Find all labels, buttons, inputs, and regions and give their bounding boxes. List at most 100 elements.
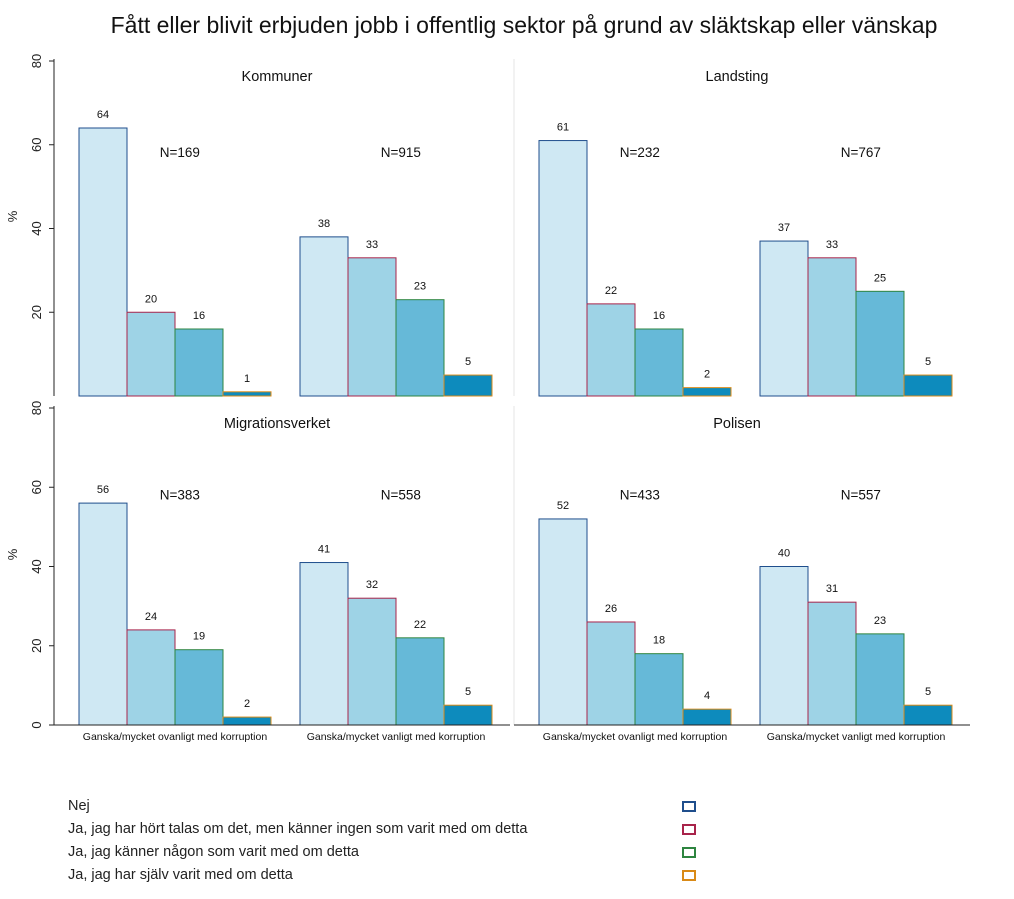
legend-label: Ja, jag känner någon som varit med om de… (68, 844, 359, 860)
bar (78, 127, 128, 397)
data-label: 61 (557, 122, 569, 134)
data-label: 4 (704, 690, 710, 702)
panel-kommuner: % 20 40 60 80 Kommuner 64 20 16 1 N=169 38 33 23 5 N=91… (5, 54, 493, 397)
legend-swatch (682, 801, 696, 812)
bar (126, 311, 176, 397)
y-tick-label: 60 (29, 480, 44, 494)
panel-polisen: Polisen 52 26 18 4 N=433 Ganska/mycket ovanlig… (513, 406, 970, 743)
legend-label: Ja, jag har hört talas om det, men känne… (68, 821, 528, 837)
n-label: N=232 (620, 145, 660, 160)
bar (903, 704, 953, 726)
x-tick-label: Ganska/mycket ovanligt med korruption (543, 731, 728, 743)
data-label: 24 (145, 611, 157, 623)
bar (347, 597, 397, 726)
data-label: 31 (826, 583, 838, 595)
n-label: N=557 (841, 487, 881, 502)
bar (855, 633, 905, 726)
data-label: 23 (414, 281, 426, 293)
bar (222, 716, 272, 726)
data-label: 2 (704, 369, 710, 381)
bar (538, 518, 588, 726)
data-label: 56 (97, 484, 109, 496)
data-label: 26 (605, 603, 617, 615)
y-axis-label: % (5, 548, 20, 560)
data-label: 2 (244, 698, 250, 710)
panel-title: Landsting (706, 69, 769, 85)
data-label: 19 (193, 631, 205, 643)
data-label: 22 (605, 285, 617, 297)
panel-migrationsverket: % 0 20 40 60 80 Migrationsverket 56 24 19 2 N=383 Ga… (5, 401, 510, 743)
y-tick-label: 20 (29, 639, 44, 653)
data-label: 37 (778, 222, 790, 234)
bar (78, 502, 128, 726)
legend-item-nej: Nej (68, 798, 728, 821)
data-label: 23 (874, 615, 886, 627)
n-label: N=383 (160, 487, 200, 502)
bar (682, 708, 732, 726)
data-label: 33 (826, 239, 838, 251)
n-label: N=558 (381, 487, 421, 502)
data-label: 64 (97, 109, 109, 121)
y-tick-label: 60 (29, 138, 44, 152)
data-label: 22 (414, 619, 426, 631)
data-label: 1 (244, 373, 250, 385)
legend-label: Ja, jag har själv varit med om detta (68, 867, 293, 883)
bar (395, 299, 445, 397)
data-label: 5 (925, 686, 931, 698)
y-tick-label: 80 (29, 401, 44, 415)
chart-title: Fått eller blivit erbjuden jobb i offent… (111, 12, 938, 38)
data-label: 38 (318, 218, 330, 230)
n-label: N=915 (381, 145, 421, 160)
bar (682, 387, 732, 397)
n-label: N=767 (841, 145, 881, 160)
bar (299, 562, 349, 726)
bar (586, 621, 636, 726)
x-tick-label: Ganska/mycket vanligt med korruption (767, 731, 946, 743)
panel-title: Migrationsverket (224, 416, 330, 432)
data-label: 16 (653, 310, 665, 322)
bar (855, 290, 905, 397)
x-tick-label: Ganska/mycket ovanligt med korruption (83, 731, 268, 743)
legend-item-kanner-nagon: Ja, jag känner någon som varit med om de… (68, 844, 728, 867)
panel-landsting: Landsting 61 22 16 2 N=232 37 33 25 5 N=767 (513, 59, 953, 397)
bar (538, 140, 588, 397)
bar (299, 236, 349, 397)
legend-item-sjalv: Ja, jag har själv varit med om detta (68, 867, 728, 890)
panel-title: Kommuner (242, 69, 313, 85)
legend-swatch (682, 847, 696, 858)
legend-label: Nej (68, 798, 90, 814)
data-label: 5 (465, 356, 471, 368)
legend-swatch (682, 824, 696, 835)
data-label: 33 (366, 239, 378, 251)
data-label: 41 (318, 544, 330, 556)
panels-layer: %20406080Kommuner6420161N=1693833235N=91… (5, 54, 970, 743)
x-tick-label: Ganska/mycket vanligt med korruption (307, 731, 486, 743)
data-label: 5 (465, 686, 471, 698)
bar (634, 328, 684, 397)
y-tick-label: 0 (29, 721, 44, 728)
bar (395, 637, 445, 726)
bar (586, 303, 636, 397)
y-tick-label: 40 (29, 559, 44, 573)
bar (903, 374, 953, 397)
data-label: 52 (557, 500, 569, 512)
y-tick-label: 40 (29, 221, 44, 235)
data-label: 25 (874, 272, 886, 284)
bar (759, 566, 809, 726)
y-tick-label: 80 (29, 54, 44, 68)
bar (174, 649, 224, 726)
bar (126, 629, 176, 726)
bar (443, 374, 493, 397)
bar (347, 257, 397, 397)
legend-item-hort-talas: Ja, jag har hört talas om det, men känne… (68, 821, 728, 844)
bar (222, 391, 272, 397)
data-label: 5 (925, 356, 931, 368)
legend: Nej Ja, jag har hört talas om det, men k… (68, 798, 728, 890)
bar (807, 601, 857, 726)
y-axis-label: % (5, 210, 20, 222)
bar (443, 704, 493, 726)
data-label: 40 (778, 548, 790, 560)
data-label: 20 (145, 293, 157, 305)
bar (759, 240, 809, 397)
